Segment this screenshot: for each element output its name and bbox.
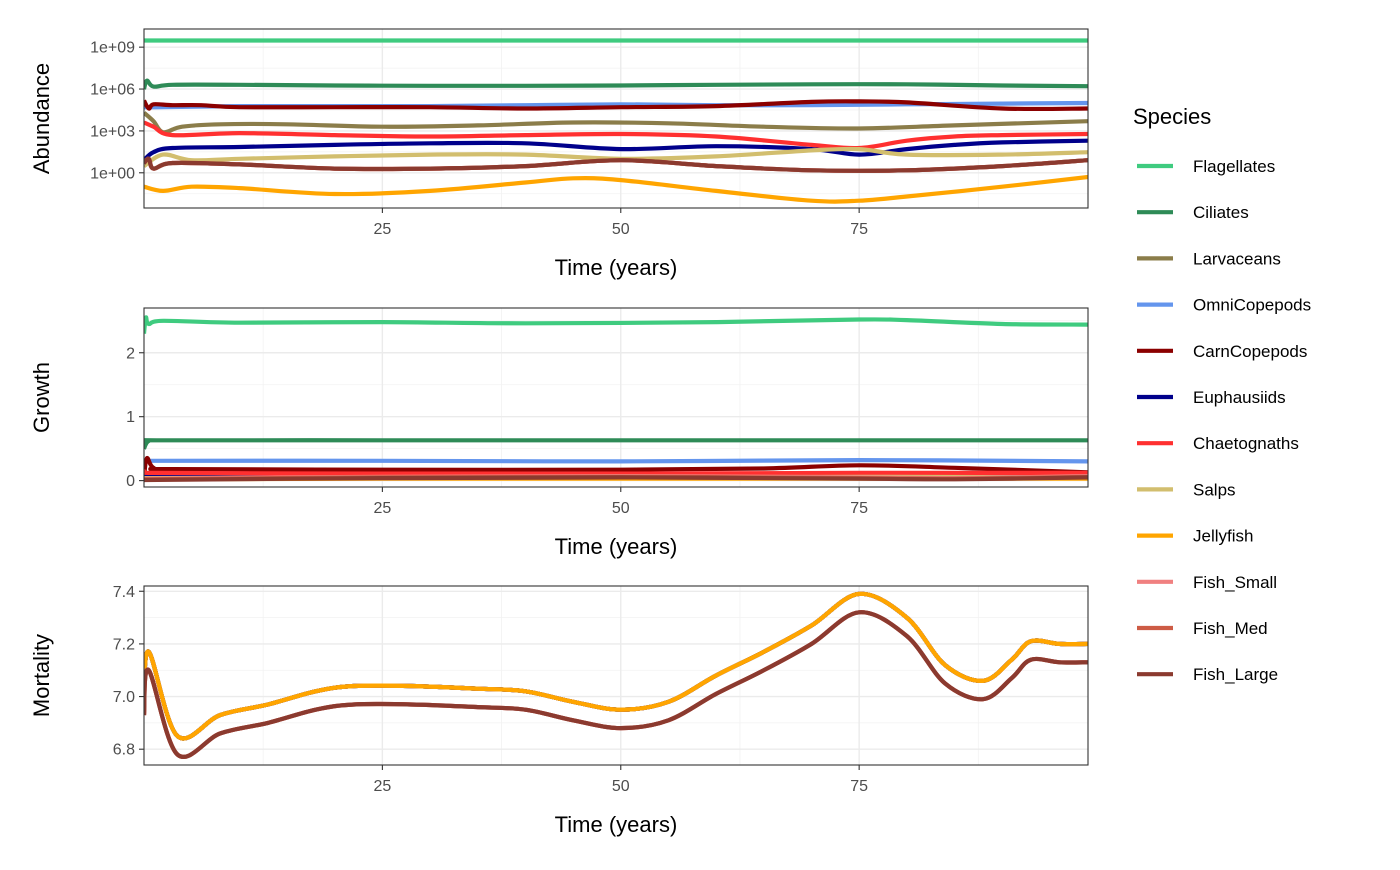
y-tick-label: 1 (126, 409, 135, 426)
series-line-flagellates (144, 315, 1088, 334)
series-line-ciliates (144, 438, 1088, 450)
series-line-omnicopepods (144, 458, 1088, 464)
legend-item-jellyfish: Jellyfish (1137, 527, 1253, 546)
series-line-carncopepods (144, 99, 1088, 112)
y-tick-label: 7.2 (113, 636, 135, 653)
legend-label: CarnCopepods (1193, 342, 1307, 361)
legend-label: Fish_Large (1193, 665, 1278, 684)
series-line-jellyfish (144, 174, 1088, 204)
legend-title: Species (1133, 104, 1211, 129)
legend-item-omnicopepods: OmniCopepods (1137, 296, 1311, 315)
x-tick-label: 25 (373, 778, 391, 795)
legend-item-euphausiids: Euphausiids (1137, 388, 1286, 407)
legend-item-larvaceans: Larvaceans (1137, 249, 1281, 268)
series-line-chaetognaths (144, 468, 1088, 476)
legend-label: Fish_Med (1193, 619, 1268, 638)
legend-item-fish-small: Fish_Small (1137, 573, 1277, 592)
x-tick-label: 75 (850, 500, 868, 517)
legend-label: Jellyfish (1193, 527, 1253, 546)
x-tick-label: 75 (850, 221, 868, 238)
gridlines (144, 29, 1088, 208)
y-tick-label: 2 (126, 345, 135, 362)
x-tick-label: 50 (612, 778, 630, 795)
x-tick-label: 50 (612, 221, 630, 238)
chart-panels: 25 50 75 1e+00 1e+03 1e+06 1e+09 Time (years) Ab… (29, 28, 1089, 837)
panel-mortality: 25 50 75 6.8 7.0 7.2 7.4 Time (years) Mortality (29, 584, 1089, 837)
y-axis-title: Mortality (29, 634, 54, 717)
series-line-fish-large (144, 156, 1088, 173)
panel-border (143, 307, 1089, 488)
panel-growth: 25 50 75 0 1 2 Time (years) Growth (29, 307, 1089, 559)
legend-label: Larvaceans (1193, 249, 1281, 268)
legend-label: Flagellates (1193, 157, 1275, 176)
legend-item-fish-med: Fish_Med (1137, 619, 1268, 638)
legend-label: Salps (1193, 480, 1236, 499)
y-tick-label: 1e+09 (90, 40, 135, 57)
x-axis-title: Time (years) (555, 255, 678, 280)
y-tick-label: 1e+03 (90, 123, 135, 140)
series-lines (144, 591, 1088, 759)
legend-item-carncopepods: CarnCopepods (1137, 342, 1307, 361)
legend-label: OmniCopepods (1193, 296, 1311, 315)
series-line-chaetognaths (144, 120, 1088, 151)
series-line-fish-large (144, 475, 1088, 483)
y-tick-label: 0 (126, 473, 135, 490)
legend-label: Fish_Small (1193, 573, 1277, 592)
y-axis-title: Abundance (29, 63, 54, 174)
series-line-ciliates (144, 78, 1088, 90)
legend-item-flagellates: Flagellates (1137, 157, 1275, 176)
y-axis-title: Growth (29, 362, 54, 433)
panel-abundance: 25 50 75 1e+00 1e+03 1e+06 1e+09 Time (years) Ab… (29, 28, 1089, 280)
series-line-fish-large (144, 610, 1088, 759)
series-lines (144, 38, 1088, 204)
legend-item-salps: Salps (1137, 480, 1236, 499)
y-tick-label: 1e+00 (90, 165, 135, 182)
series-line-salps (144, 146, 1088, 168)
series-line-jellyfish (144, 591, 1088, 741)
y-tick-label: 1e+06 (90, 82, 135, 99)
legend: Species Flagellates Ciliates Larvaceans Omn… (1133, 104, 1311, 684)
y-tick-label: 6.8 (113, 742, 135, 759)
x-tick-label: 25 (373, 500, 391, 517)
legend-label: Chaetognaths (1193, 434, 1299, 453)
series-line-euphausiids (144, 138, 1088, 162)
legend-item-fish-large: Fish_Large (1137, 665, 1278, 684)
panel-border (143, 28, 1089, 209)
y-tick-label: 7.4 (113, 584, 135, 601)
panel-border (143, 585, 1089, 766)
series-line-larvaceans (144, 111, 1088, 135)
y-tick-label: 7.0 (113, 689, 135, 706)
legend-label: Ciliates (1193, 203, 1249, 222)
x-tick-label: 50 (612, 500, 630, 517)
x-tick-label: 75 (850, 778, 868, 795)
legend-label: Euphausiids (1193, 388, 1286, 407)
x-tick-label: 25 (373, 221, 391, 238)
series-lines (144, 315, 1088, 483)
legend-item-ciliates: Ciliates (1137, 203, 1249, 222)
x-axis-title: Time (years) (555, 812, 678, 837)
legend-item-chaetognaths: Chaetognaths (1137, 434, 1299, 453)
x-axis-title: Time (years) (555, 534, 678, 559)
series-line-carncopepods (144, 455, 1088, 478)
